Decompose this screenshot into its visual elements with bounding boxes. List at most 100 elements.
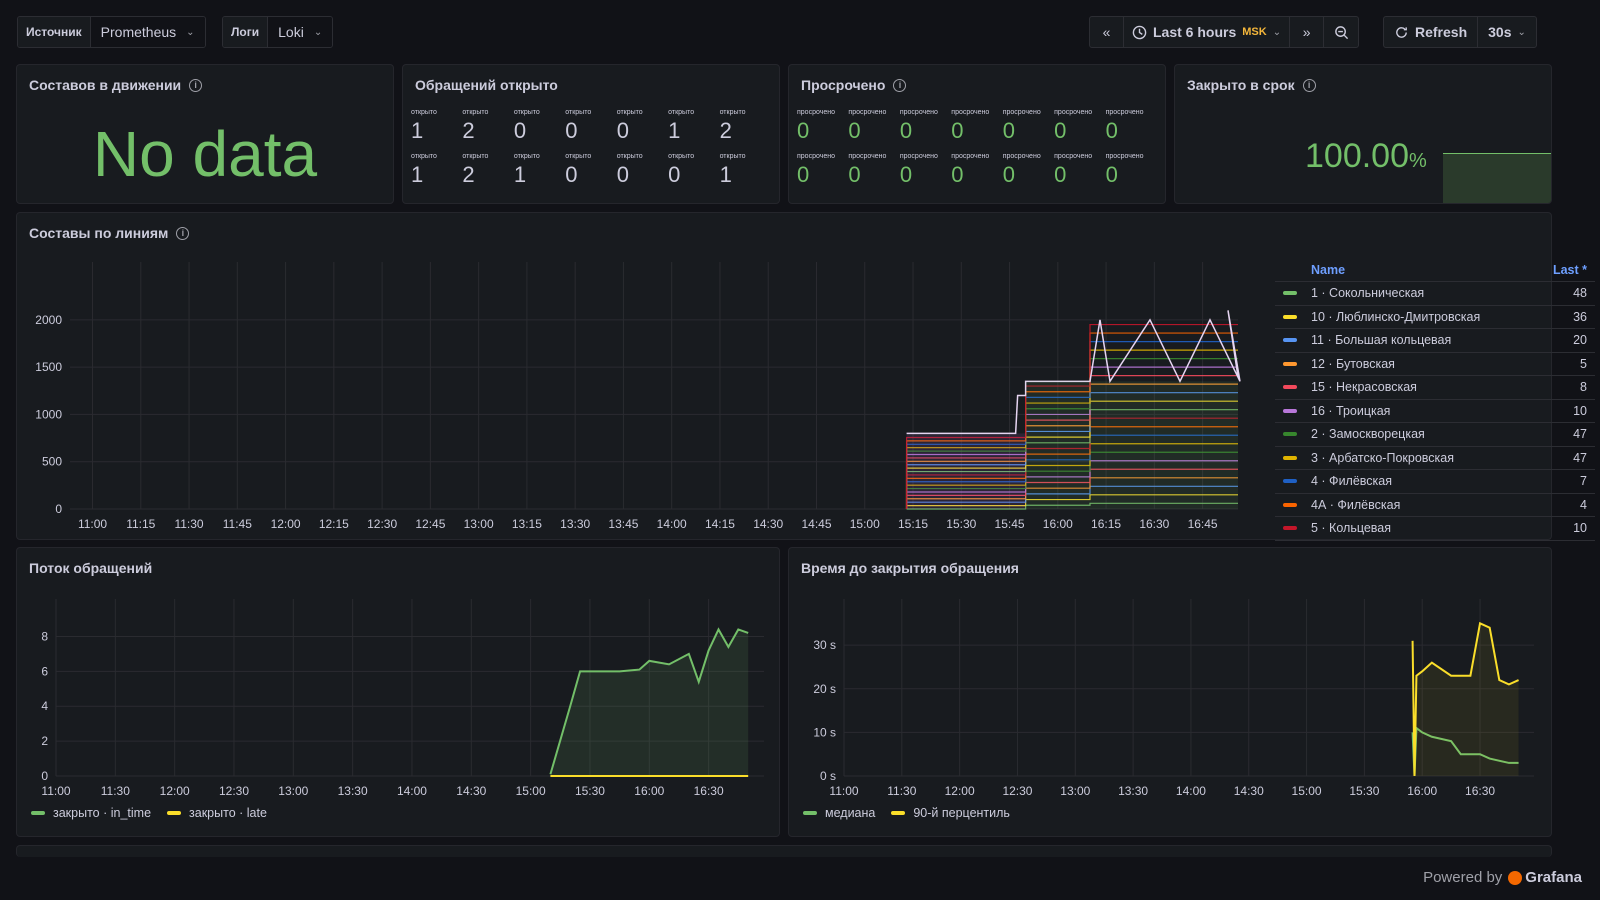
x-tick-label: 15:30 bbox=[1349, 784, 1379, 798]
zoom-out-button[interactable] bbox=[1324, 17, 1358, 47]
time-range-label: Last 6 hours bbox=[1153, 24, 1237, 40]
chevrons-right-icon: » bbox=[1302, 24, 1311, 40]
series-swatch bbox=[1283, 526, 1297, 531]
lines-chart[interactable]: 11:00 11:15 11:30 11:45 12:00 12:15 12:30 12:45… bbox=[16, 212, 1256, 540]
stat-cell-value: 0 bbox=[797, 162, 810, 187]
info-icon[interactable]: i bbox=[189, 78, 203, 92]
legend-item[interactable]: закрыто · late bbox=[167, 806, 267, 820]
x-tick-label: 11:30 bbox=[101, 784, 130, 798]
panel-title: Составы по линиям i bbox=[29, 225, 190, 241]
time-forward-button[interactable]: » bbox=[1290, 17, 1325, 47]
variable-logs[interactable]: Логи Loki ⌄ bbox=[222, 16, 334, 48]
stat-cell: просрочено 0 bbox=[900, 153, 951, 197]
legend-item[interactable]: закрыто · in_time bbox=[31, 806, 151, 820]
legend-row[interactable]: 16 · Троицкая 10 bbox=[1275, 400, 1595, 423]
legend-row[interactable]: 12 · Бутовская 5 bbox=[1275, 353, 1595, 376]
stat-cell: просрочено 0 bbox=[848, 153, 899, 197]
no-data-text: No data bbox=[92, 118, 318, 190]
stat-cell-value: 1 bbox=[411, 162, 424, 187]
stat-cell-label: открыто bbox=[462, 109, 489, 116]
series-name: 10 · Люблинско-Дмитровская bbox=[1311, 309, 1481, 324]
variable-datasource[interactable]: Источник Prometheus ⌄ bbox=[17, 16, 206, 48]
legend-row[interactable]: 2 · Замоскворецкая 47 bbox=[1275, 423, 1595, 447]
stat-value: 100.00% bbox=[1305, 137, 1427, 175]
x-tick-label: 12:00 bbox=[271, 517, 301, 531]
stat-cell: открыто 1 bbox=[668, 109, 719, 153]
series-swatch bbox=[1283, 338, 1297, 343]
stat-cell-value: 0 bbox=[616, 118, 629, 143]
panel-title: Закрыто в срок i bbox=[1187, 77, 1316, 93]
x-tick-label: 11:00 bbox=[78, 517, 107, 531]
x-tick-label: 11:00 bbox=[829, 784, 858, 798]
legend-item[interactable]: 90-й перцентиль bbox=[891, 806, 1010, 820]
time-back-button[interactable]: « bbox=[1090, 17, 1124, 47]
time-range-picker[interactable]: Last 6 hours MSK ⌄ bbox=[1124, 17, 1291, 47]
legend-row[interactable]: 1 · Сокольническая 48 bbox=[1275, 282, 1595, 306]
chevrons-left-icon: « bbox=[1102, 24, 1111, 40]
series-line bbox=[906, 502, 1238, 510]
zoom-out-icon bbox=[1334, 25, 1348, 39]
series-last: 47 bbox=[1573, 427, 1587, 442]
legend-row[interactable]: 11 · Большая кольцевая 20 bbox=[1275, 329, 1595, 353]
info-icon[interactable]: i bbox=[893, 78, 907, 92]
panel-time-to-close: Время до закрытия обращения медиана 90-й … bbox=[788, 547, 1552, 837]
legend-item[interactable]: медиана bbox=[803, 806, 875, 820]
legend-row[interactable]: 4 · Филёвская 7 bbox=[1275, 470, 1595, 494]
series-swatch bbox=[1283, 361, 1297, 366]
x-tick-label: 15:00 bbox=[516, 784, 546, 798]
series-swatch bbox=[31, 811, 45, 815]
variable-select[interactable]: Prometheus ⌄ bbox=[90, 17, 205, 47]
stat-cell-label: просрочено bbox=[848, 153, 887, 160]
stat-cell: открыто 1 bbox=[411, 109, 462, 153]
refresh-button[interactable]: Refresh bbox=[1384, 17, 1479, 47]
stat-grid: просрочено 0 просрочено 0 просрочено 0 просроч… bbox=[797, 109, 1157, 197]
panel-request-flow: Поток обращений закрыто · in_time закрыто… bbox=[16, 547, 780, 837]
x-tick-label: 13:45 bbox=[608, 517, 638, 531]
stat-cell: открыто 1 bbox=[720, 153, 771, 197]
ttc-chart[interactable]: 11:00 11:30 12:00 12:30 13:00 13:30 14:00 14:30… bbox=[788, 547, 1552, 812]
refresh-interval-label: 30s bbox=[1488, 24, 1512, 40]
series-line bbox=[1411, 621, 1519, 777]
series-last: 20 bbox=[1573, 333, 1587, 348]
stat-cell-value: 0 bbox=[899, 162, 913, 187]
legend-row[interactable]: 3 · Арбатско-Покровская 47 bbox=[1275, 447, 1595, 470]
info-icon[interactable]: i bbox=[1302, 78, 1316, 92]
info-icon[interactable]: i bbox=[176, 226, 190, 240]
x-tick-label: 15:30 bbox=[946, 517, 976, 531]
x-tick-label: 14:45 bbox=[801, 517, 831, 531]
stat-cell-label: просрочено bbox=[848, 109, 887, 116]
x-tick-label: 13:30 bbox=[338, 784, 368, 798]
stat-cell-value: 2 bbox=[462, 162, 475, 187]
x-tick-label: 13:30 bbox=[1118, 784, 1148, 798]
legend-row[interactable]: 5 · Кольцевая 10 bbox=[1275, 517, 1595, 541]
stat-cell-label: просрочено bbox=[951, 153, 990, 160]
y-tick-label: 0 bbox=[41, 769, 48, 783]
series-swatch bbox=[1283, 455, 1297, 460]
y-tick-label: 2 bbox=[41, 734, 48, 748]
stat-cell-value: 0 bbox=[668, 162, 681, 187]
stat-cell: открыто 0 bbox=[617, 153, 668, 197]
legend-row[interactable]: 10 · Люблинско-Дмитровская 36 bbox=[1275, 306, 1595, 329]
series-swatch bbox=[167, 811, 182, 815]
chevron-down-icon: ⌄ bbox=[186, 26, 195, 38]
stat-cell-label: просрочено bbox=[797, 153, 836, 160]
col-last-header[interactable]: Last * bbox=[1552, 262, 1587, 277]
variable-select[interactable]: Loki ⌄ bbox=[268, 17, 333, 47]
timezone-badge: MSK bbox=[1242, 26, 1267, 38]
stat-cell-value: 0 bbox=[951, 162, 964, 187]
stat-cell-label: открыто bbox=[565, 109, 592, 116]
legend-row[interactable]: 4А · Филёвская 4 bbox=[1275, 494, 1595, 517]
refresh-interval-select[interactable]: 30s ⌄ bbox=[1478, 17, 1536, 47]
chevron-down-icon: ⌄ bbox=[1272, 26, 1282, 38]
panel-overdue: Просрочено i просрочено 0 просрочено 0 просро… bbox=[788, 64, 1166, 204]
series-last: 10 bbox=[1573, 521, 1587, 536]
flow-chart[interactable]: 11:00 11:30 12:00 12:30 13:00 13:30 14:00 14:30… bbox=[16, 547, 780, 812]
x-tick-label: 16:00 bbox=[1407, 784, 1437, 798]
legend-row[interactable]: 15 · Некрасовская 8 bbox=[1275, 376, 1595, 400]
col-name-header[interactable]: Name bbox=[1311, 262, 1346, 277]
series-last: 10 bbox=[1573, 403, 1587, 418]
sparkline bbox=[1443, 153, 1551, 203]
grafana-logo[interactable]: Grafana bbox=[1508, 869, 1582, 886]
stat-cell: открыто 0 bbox=[565, 109, 616, 153]
x-tick-label: 12:00 bbox=[160, 784, 190, 798]
